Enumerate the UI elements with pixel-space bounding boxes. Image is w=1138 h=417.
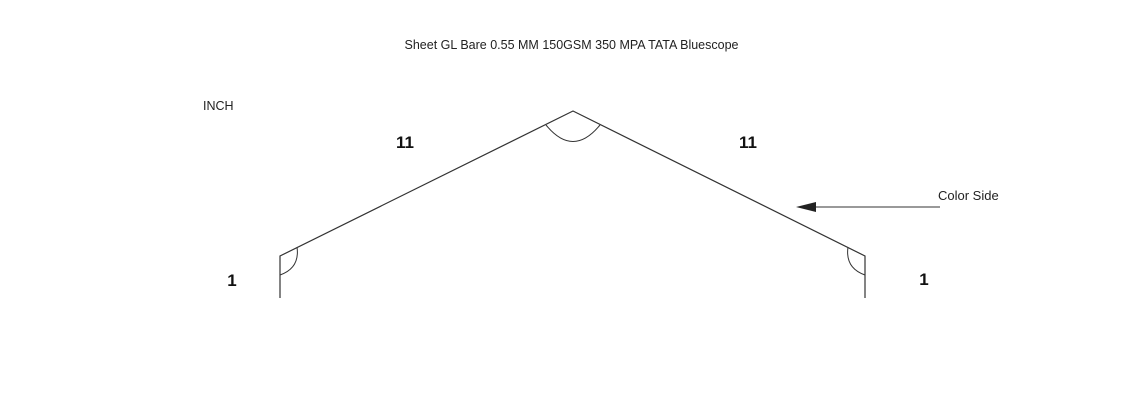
- right-corner-angle-arc: [847, 246, 866, 276]
- color-side-label: Color Side: [938, 188, 999, 203]
- left-slope-dimension: 11: [396, 133, 414, 152]
- unit-label: INCH: [203, 99, 234, 113]
- sheet-profile-line: [279, 110, 866, 298]
- color-side-arrowhead: [796, 202, 816, 212]
- right-flange-dimension: 1: [919, 270, 929, 289]
- sheet-title: Sheet GL Bare 0.55 MM 150GSM 350 MPA TAT…: [404, 38, 739, 52]
- left-corner-angle-arc: [279, 246, 298, 276]
- right-slope-dimension: 11: [739, 133, 757, 152]
- ridge-angle-arc: [545, 124, 601, 142]
- left-flange-dimension: 1: [227, 271, 237, 290]
